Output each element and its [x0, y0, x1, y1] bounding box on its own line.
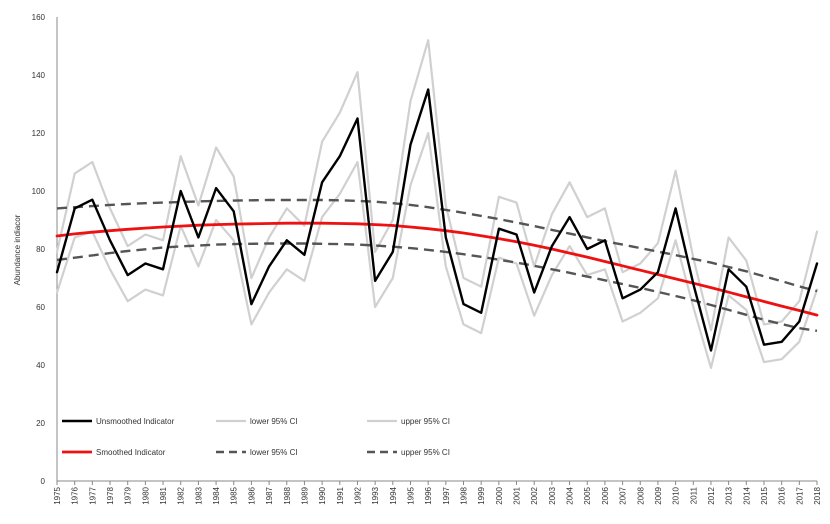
x-tick-label: 1978 — [106, 486, 115, 504]
y-tick-label: 120 — [32, 129, 46, 138]
x-tick-label: 1990 — [318, 486, 327, 504]
x-tick-label: 1994 — [389, 486, 398, 504]
x-tick-label: 1991 — [336, 486, 345, 504]
x-tick-label: 2001 — [513, 486, 522, 504]
x-tick-label: 2006 — [601, 486, 610, 504]
x-tick-label: 1983 — [194, 486, 203, 504]
x-tick-label: 1995 — [406, 486, 415, 504]
x-tick-label: 1979 — [124, 486, 133, 504]
y-tick-label: 0 — [41, 477, 46, 486]
x-tick-label: 2000 — [495, 486, 504, 504]
x-tick-label: 1981 — [159, 486, 168, 504]
x-tick-label: 2014 — [742, 486, 751, 504]
x-tick-label: 2016 — [778, 486, 787, 504]
x-tick-label: 1976 — [71, 486, 80, 504]
series-line-upper-95-ci-2 — [55, 39, 819, 332]
x-tick-label: 2008 — [636, 486, 645, 504]
x-tick-label: 2007 — [619, 486, 628, 504]
x-tick-label: 1975 — [53, 486, 62, 504]
series-line-upper-95-ci-5 — [56, 198, 818, 293]
series-line-smoothed-indicator-3 — [55, 221, 819, 317]
x-tick-label: 1982 — [177, 486, 186, 504]
x-tick-label: 1987 — [265, 486, 274, 504]
y-tick-label: 20 — [36, 419, 45, 428]
x-tick-label: 1992 — [353, 486, 362, 504]
y-axis-label: Abundance indiacor — [13, 214, 22, 285]
x-tick-label: 2009 — [654, 486, 663, 504]
x-tick-label: 1986 — [247, 486, 256, 504]
legend: Unsmoothed Indicator lower 95% CI upper 95… — [62, 417, 450, 457]
y-tick-label: 60 — [36, 303, 45, 312]
legend-label: upper 95% CI — [401, 448, 450, 457]
x-tick-label: 1997 — [442, 486, 451, 504]
x-tick-label: 2005 — [583, 486, 592, 504]
series-layer — [55, 39, 819, 369]
axes: 0 20 40 60 80 100 120 140 160 1975 1976 1977 1978 197… — [32, 13, 822, 505]
x-tick-label: 2011 — [689, 486, 698, 504]
x-tick-label: 1988 — [283, 486, 292, 504]
x-tick-label: 1999 — [477, 486, 486, 504]
x-tick-label: 2013 — [725, 486, 734, 504]
y-tick-label: 80 — [36, 245, 45, 254]
y-tick-label: 140 — [32, 71, 46, 80]
x-tick-label: 2002 — [530, 486, 539, 504]
legend-label: upper 95% CI — [401, 417, 450, 426]
x-tick-label: 1977 — [88, 486, 97, 504]
x-tick-label: 2017 — [795, 486, 804, 504]
x-tick-label: 2004 — [566, 486, 575, 504]
x-tick-label: 1989 — [300, 486, 309, 504]
x-tick-label: 1984 — [212, 486, 221, 504]
x-tick-label: 2015 — [760, 486, 769, 504]
y-tick-label: 100 — [32, 187, 46, 196]
y-tick-label: 160 — [32, 13, 46, 22]
x-tick-label: 1985 — [230, 486, 239, 504]
x-tick-label: 2003 — [548, 486, 557, 504]
x-tick-label: 1993 — [371, 486, 380, 504]
legend-label: lower 95% CI — [250, 417, 298, 426]
y-tick-label: 40 — [36, 361, 45, 370]
x-tick-label: 2010 — [672, 486, 681, 504]
x-tick-label: 1980 — [141, 486, 150, 504]
x-tick-label: 1998 — [460, 486, 469, 504]
x-tick-label: 2018 — [813, 486, 822, 504]
series-line-lower-95-ci-1 — [55, 131, 819, 369]
series-line-unsmoothed-indicator-0 — [55, 88, 819, 352]
legend-label: Unsmoothed Indicator — [96, 417, 175, 426]
x-tick-label: 2012 — [707, 486, 716, 504]
legend-label: Smoothed Indicator — [96, 448, 166, 457]
legend-label: lower 95% CI — [250, 448, 298, 457]
x-tick-label: 1996 — [424, 486, 433, 504]
